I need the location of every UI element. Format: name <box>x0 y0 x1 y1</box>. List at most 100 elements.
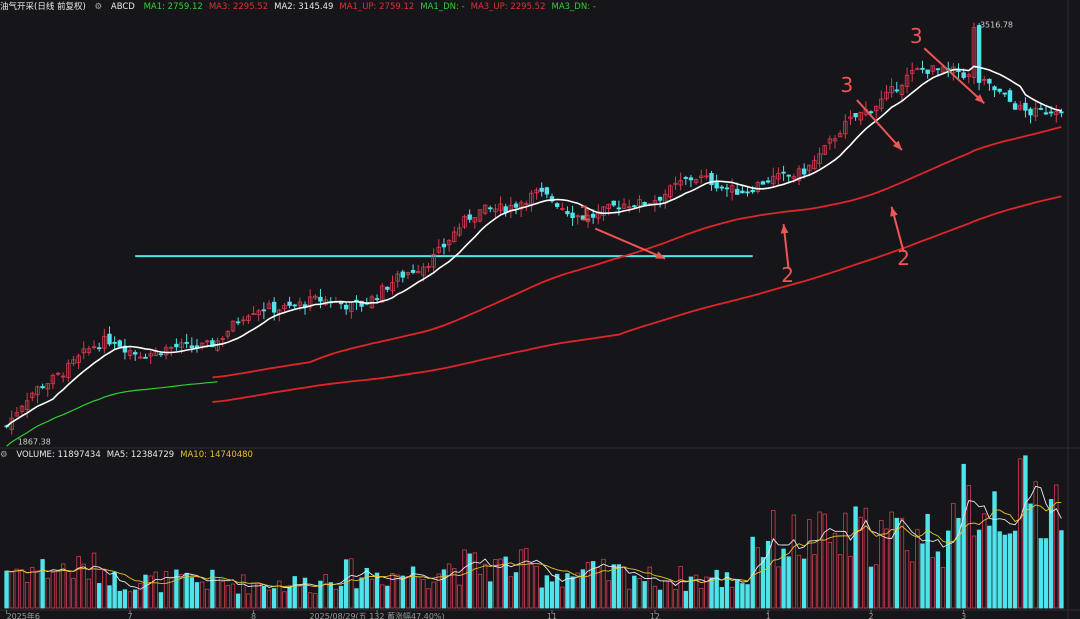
volume-ma5-line <box>6 485 1062 590</box>
volume-bar <box>606 580 611 609</box>
candle <box>66 362 71 378</box>
volume-bar <box>148 575 153 609</box>
volume-bar <box>96 583 102 609</box>
candle <box>729 185 735 193</box>
volume-bar <box>585 562 591 609</box>
candle <box>220 338 225 340</box>
volume-bar <box>724 572 730 609</box>
volume-bar <box>544 575 550 609</box>
candle <box>637 199 642 207</box>
settings-icon[interactable]: ⚙ <box>94 2 103 12</box>
volume-bar <box>1059 530 1064 609</box>
candle <box>297 301 303 306</box>
volume-bar <box>853 506 858 609</box>
candle <box>940 66 946 73</box>
volume-bar <box>1054 484 1059 609</box>
volume-bar <box>704 576 709 609</box>
volume-bar <box>652 585 658 609</box>
candle <box>724 187 730 190</box>
candle <box>910 70 915 74</box>
volume-bar <box>24 581 30 609</box>
volume-bar <box>987 525 992 609</box>
volume-bar <box>688 576 694 609</box>
candle <box>45 383 50 390</box>
candle <box>261 309 267 312</box>
volume-bar <box>621 566 627 609</box>
marker-arrowhead <box>892 140 902 151</box>
volume-bar <box>910 561 915 609</box>
candle <box>765 180 771 183</box>
candle <box>251 313 256 315</box>
candle <box>699 175 704 179</box>
volume-bar <box>307 592 313 609</box>
volume-bar <box>19 569 25 609</box>
candle <box>477 209 483 222</box>
volume-bar <box>313 593 318 609</box>
candle <box>1012 103 1018 110</box>
candle <box>894 89 899 92</box>
volume-bar <box>946 530 951 609</box>
candle <box>935 68 941 71</box>
indicator-name[interactable]: ABCD <box>110 2 135 12</box>
candle <box>601 206 606 216</box>
volume-bar <box>760 557 766 609</box>
volume-ma10-line <box>6 501 1062 588</box>
candle <box>626 206 632 209</box>
candle <box>560 208 565 210</box>
candle <box>50 374 56 385</box>
candle <box>704 175 709 178</box>
candle <box>642 202 647 206</box>
candle <box>457 227 462 236</box>
volume-bar <box>374 572 380 609</box>
candle <box>380 285 385 303</box>
volume-bar <box>863 507 869 609</box>
volume-bar <box>133 589 138 609</box>
volume-bar <box>899 517 905 609</box>
volume-bar <box>457 584 462 609</box>
volume-bar <box>570 576 575 609</box>
marker-arrowhead <box>890 206 898 217</box>
volume-bar <box>637 578 642 609</box>
candle <box>189 345 195 349</box>
volume-bar <box>169 576 174 609</box>
candle <box>158 353 164 356</box>
volume-bar <box>781 548 786 609</box>
volume-bar <box>601 558 606 609</box>
volume-bar <box>9 571 14 609</box>
volume-bar <box>626 588 632 609</box>
volume-bar <box>302 577 308 609</box>
candle <box>436 246 442 253</box>
candle <box>107 333 112 345</box>
candle <box>992 86 997 91</box>
candle <box>210 340 215 348</box>
volume-bar <box>338 585 344 609</box>
volume-bar <box>410 566 416 609</box>
volume-bar <box>277 580 282 609</box>
volume-bar <box>616 564 622 609</box>
volume-bar <box>354 588 359 609</box>
candle <box>884 91 889 100</box>
volume-bar <box>930 557 935 609</box>
legend-item-3: MA1_UP: 2759.12 <box>339 2 415 12</box>
candle <box>472 217 478 223</box>
candle <box>235 321 241 324</box>
volume-bar <box>976 529 982 609</box>
volume-bar <box>446 563 452 609</box>
marker-arrow <box>923 47 985 104</box>
settings-icon[interactable]: ⚙ <box>0 450 8 460</box>
volume-bar <box>117 590 122 609</box>
candle <box>719 186 725 189</box>
volume-bar <box>416 576 421 609</box>
volume-bar <box>848 555 853 609</box>
candle <box>390 282 395 292</box>
candle <box>524 203 529 205</box>
volume-bar <box>55 570 61 609</box>
volume-bar <box>729 586 735 609</box>
volume-bar <box>992 491 997 609</box>
x-tick-label: 11 <box>547 612 557 619</box>
volume-bar <box>817 511 822 609</box>
candle <box>488 207 493 210</box>
candle <box>385 286 390 290</box>
